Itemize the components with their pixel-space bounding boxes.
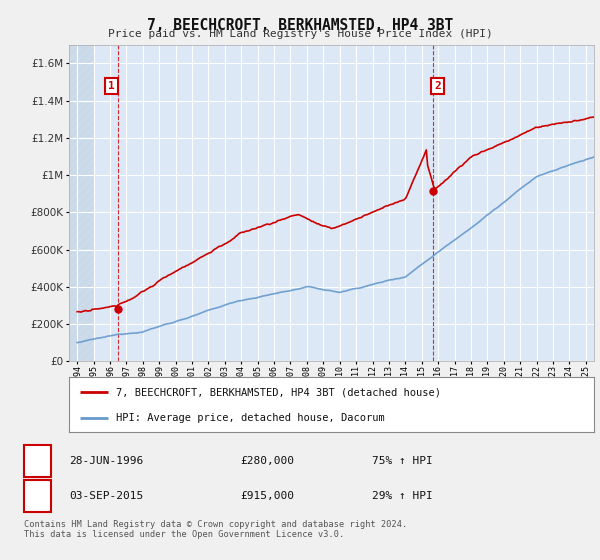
Text: 03-SEP-2015: 03-SEP-2015 — [69, 491, 143, 501]
Text: 2: 2 — [34, 491, 41, 501]
Text: 1: 1 — [108, 81, 115, 91]
Text: 75% ↑ HPI: 75% ↑ HPI — [372, 456, 433, 466]
Text: Price paid vs. HM Land Registry's House Price Index (HPI): Price paid vs. HM Land Registry's House … — [107, 29, 493, 39]
Text: 7, BEECHCROFT, BERKHAMSTED, HP4 3BT (detached house): 7, BEECHCROFT, BERKHAMSTED, HP4 3BT (det… — [116, 388, 441, 397]
Text: 2: 2 — [434, 81, 441, 91]
Bar — [69, 45, 94, 361]
Text: 29% ↑ HPI: 29% ↑ HPI — [372, 491, 433, 501]
Text: 28-JUN-1996: 28-JUN-1996 — [69, 456, 143, 466]
Text: 1: 1 — [34, 456, 41, 466]
Text: £280,000: £280,000 — [240, 456, 294, 466]
Text: HPI: Average price, detached house, Dacorum: HPI: Average price, detached house, Daco… — [116, 413, 385, 422]
Text: 7, BEECHCROFT, BERKHAMSTED, HP4 3BT: 7, BEECHCROFT, BERKHAMSTED, HP4 3BT — [147, 18, 453, 33]
Text: Contains HM Land Registry data © Crown copyright and database right 2024.
This d: Contains HM Land Registry data © Crown c… — [24, 520, 407, 539]
Text: £915,000: £915,000 — [240, 491, 294, 501]
